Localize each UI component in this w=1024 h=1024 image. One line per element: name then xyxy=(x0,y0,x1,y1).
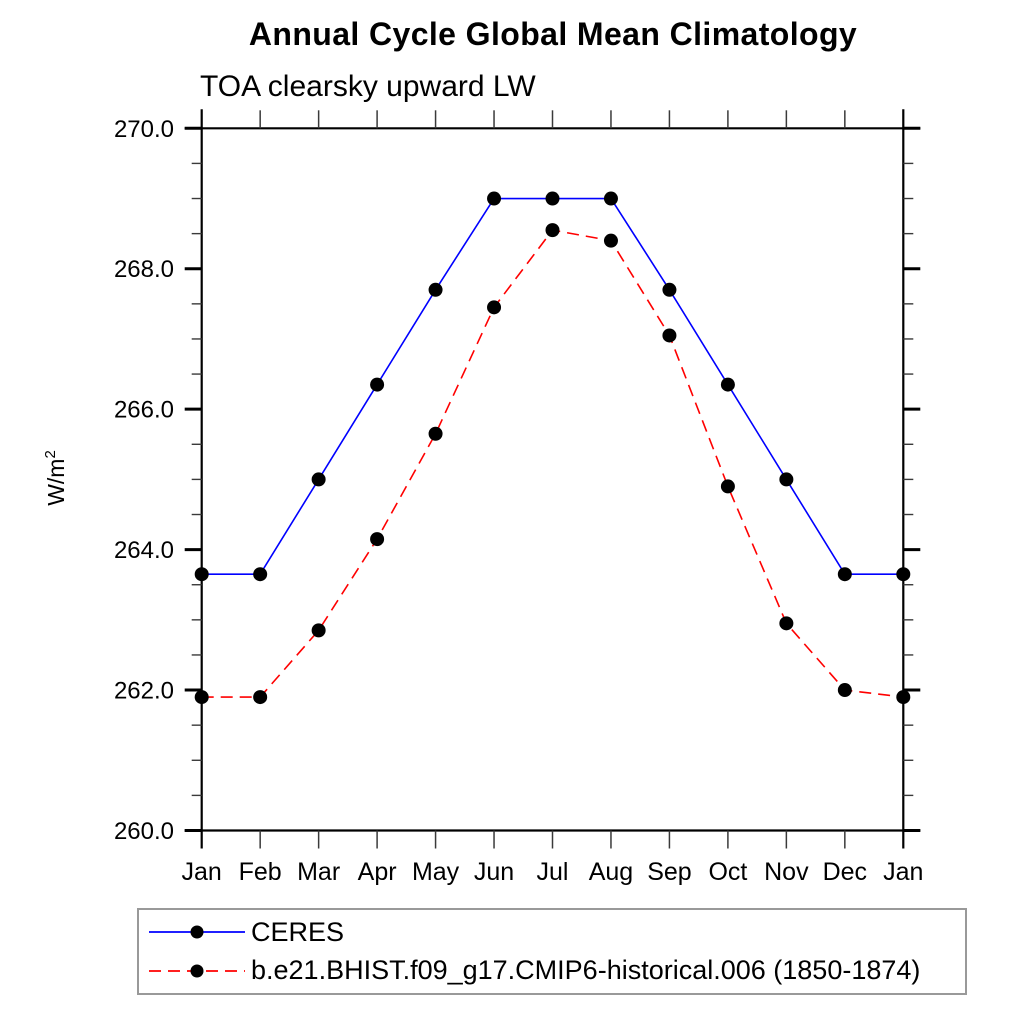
data-point xyxy=(837,567,852,582)
data-point xyxy=(837,683,852,698)
data-point xyxy=(194,567,209,582)
series-line-model xyxy=(201,229,904,698)
legend-line-sample-ceres xyxy=(149,925,245,939)
x-tick-label: Nov xyxy=(764,858,809,886)
x-tick-label: Jan xyxy=(182,858,222,886)
x-tick-label: Jun xyxy=(474,858,514,886)
legend-line-sample-model xyxy=(149,964,245,978)
data-point xyxy=(896,690,911,705)
y-axis-tick-labels: 260.0 262.0 264.0 266.0 268.0 270.0 xyxy=(114,116,174,845)
y-tick-label: 266.0 xyxy=(114,397,174,424)
x-tick-label: Feb xyxy=(239,858,282,886)
series-line-ceres xyxy=(201,197,904,575)
legend-label-ceres: CERES xyxy=(251,916,345,947)
x-tick-label: Dec xyxy=(823,858,867,886)
x-tick-label: Sep xyxy=(647,858,691,886)
data-point xyxy=(603,191,618,206)
x-tick-label: Jan xyxy=(883,858,923,886)
x-tick-label: Apr xyxy=(358,858,397,886)
data-point xyxy=(428,426,443,441)
data-point xyxy=(370,377,385,392)
x-tick-label: Jul xyxy=(537,858,569,886)
y-tick-label: 268.0 xyxy=(114,256,174,283)
data-point xyxy=(487,300,502,315)
data-point xyxy=(662,282,677,297)
plot-frame xyxy=(184,109,921,849)
y-tick-label: 270.0 xyxy=(114,116,174,143)
data-point xyxy=(720,479,735,494)
x-tick-label: Mar xyxy=(297,858,340,886)
legend-box: CERES b.e21.BHIST.f09_g17.CMIP6-historic… xyxy=(137,908,967,995)
legend-sample-marker xyxy=(190,925,204,939)
legend-entry-model: b.e21.BHIST.f09_g17.CMIP6-historical.006… xyxy=(145,952,965,991)
y-tick-label: 264.0 xyxy=(114,537,174,564)
data-point xyxy=(370,532,385,547)
y-tick-label: 260.0 xyxy=(114,818,174,845)
data-point xyxy=(896,567,911,582)
data-point xyxy=(311,623,326,638)
x-tick-label: Oct xyxy=(708,858,747,886)
data-point xyxy=(194,690,209,705)
x-axis-tick-labels: Jan Feb Mar Apr May Jun Jul Aug Sep Oct Nov Dec Jan xyxy=(182,858,924,886)
data-point xyxy=(428,282,443,297)
data-point xyxy=(253,690,268,705)
legend-label-model: b.e21.BHIST.f09_g17.CMIP6-historical.006… xyxy=(251,955,921,986)
chart-title: Annual Cycle Global Mean Climatology xyxy=(248,16,858,52)
y-axis-title: W/m2 xyxy=(42,450,69,506)
data-point xyxy=(662,328,677,343)
data-point xyxy=(311,472,326,487)
x-tick-label: May xyxy=(412,858,460,886)
data-point xyxy=(487,191,502,206)
data-point xyxy=(545,191,560,206)
legend-sample-marker xyxy=(190,964,204,978)
legend-entry-ceres: CERES xyxy=(145,913,965,952)
y-tick-label: 262.0 xyxy=(114,678,174,705)
series-markers-model xyxy=(194,223,911,705)
data-point xyxy=(779,472,794,487)
data-point xyxy=(720,377,735,392)
x-axis-ticks xyxy=(259,110,846,849)
data-point xyxy=(545,223,560,238)
chart-subtitle: TOA clearsky upward LW xyxy=(200,70,536,103)
data-point xyxy=(779,616,794,631)
y-axis-ticks xyxy=(184,126,921,832)
series-markers-ceres xyxy=(194,191,911,582)
x-tick-label: Aug xyxy=(589,858,633,886)
data-point xyxy=(603,233,618,248)
data-point xyxy=(253,567,268,582)
